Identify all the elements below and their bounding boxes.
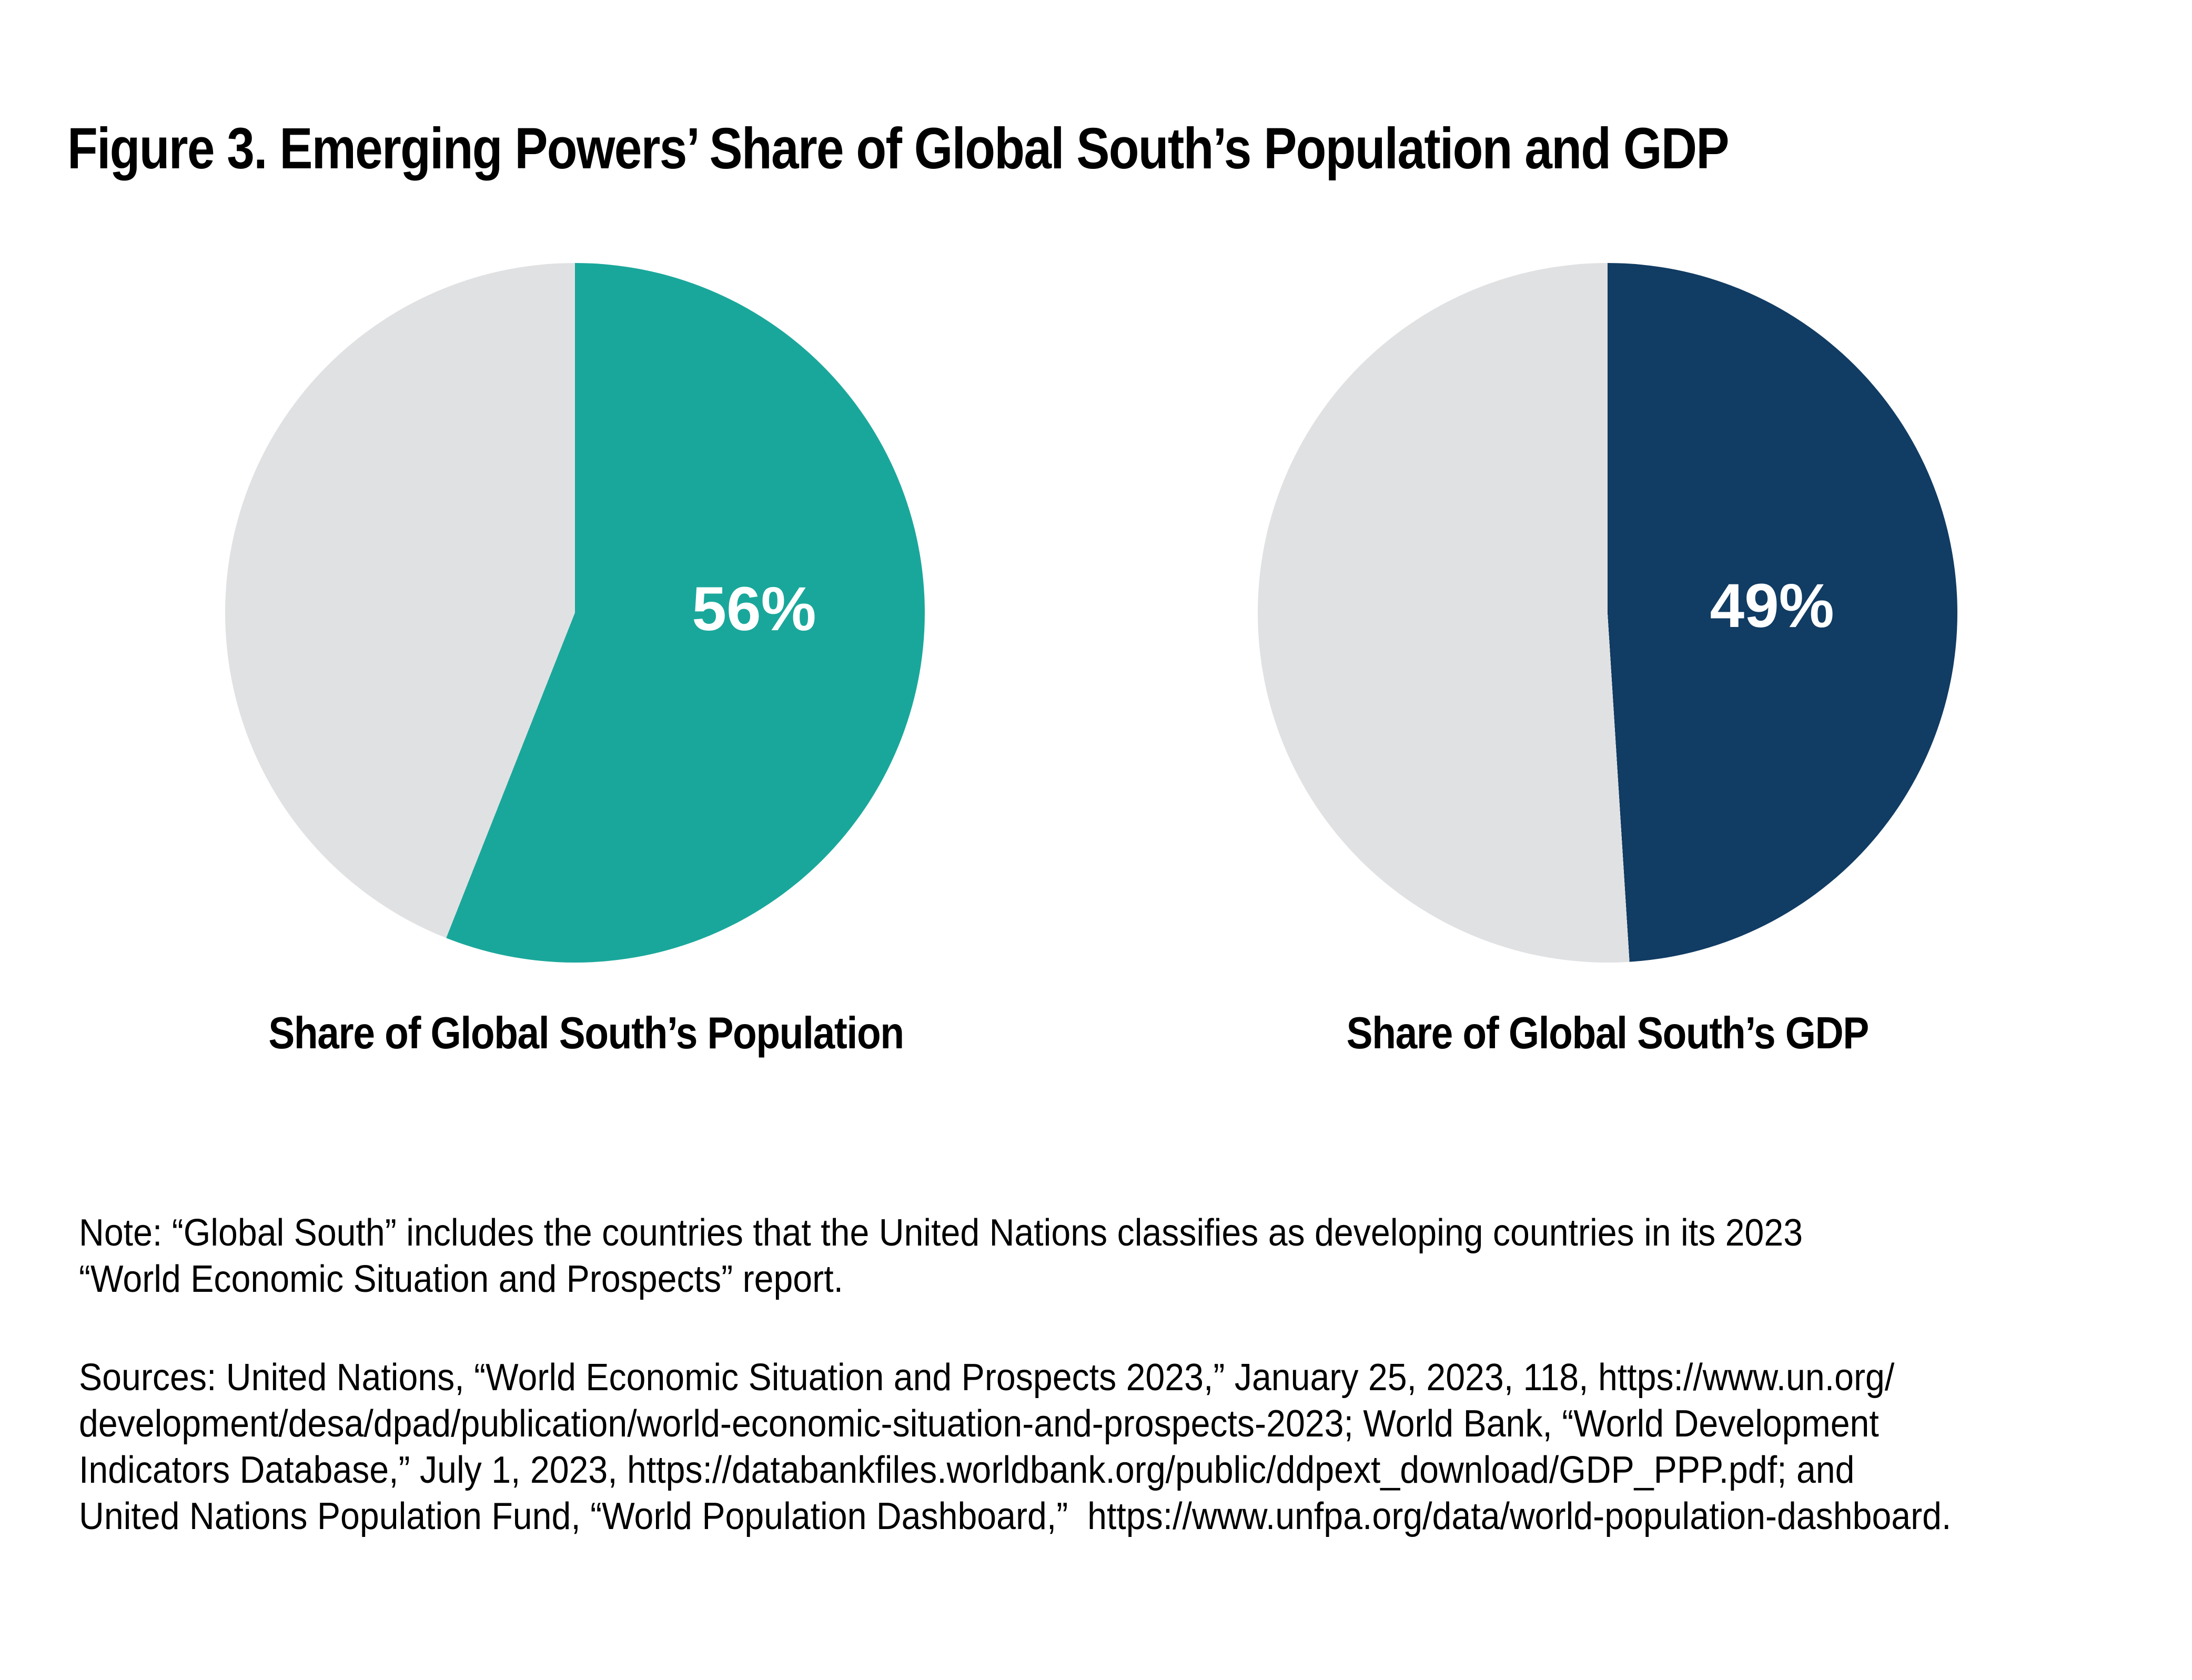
gdp-pie-chart-block: 49% Share of Global South’s GDP — [1258, 263, 1957, 1099]
population-pie-caption: Share of Global South’s Population — [225, 1008, 925, 1059]
sources-line: Indicators Database,” July 1, 2023, http… — [79, 1449, 1855, 1491]
population-pie-chart-block: 56% Share of Global South’s Population — [225, 263, 925, 1099]
note-line: Note: “Global South” includes the countr… — [79, 1212, 1803, 1254]
sources-line: Sources: United Nations, “World Economic… — [79, 1357, 1895, 1399]
note-line: “World Economic Situation and Prospects”… — [79, 1258, 844, 1300]
gdp-percent-label: 49% — [1710, 571, 1834, 641]
population-pie-caption-text: Share of Global South’s Population — [268, 1008, 904, 1058]
gdp-pie-caption: Share of Global South’s GDP — [1258, 1008, 1957, 1059]
gdp-pie-chart — [1258, 263, 1957, 963]
sources-line: development/desa/dpad/publication/world-… — [79, 1403, 1879, 1445]
gdp-pie-caption-text: Share of Global South’s GDP — [1346, 1008, 1870, 1058]
figure-note: Note: “Global South” includes the countr… — [79, 1210, 1803, 1302]
figure-title: Figure 3. Emerging Powers’ Share of Glob… — [67, 116, 1729, 181]
figure-sources: Sources: United Nations, “World Economic… — [79, 1354, 1951, 1540]
population-pie-chart — [225, 263, 925, 963]
population-percent-label: 56% — [692, 574, 816, 644]
sources-line: United Nations Population Fund, “World P… — [79, 1495, 1952, 1537]
